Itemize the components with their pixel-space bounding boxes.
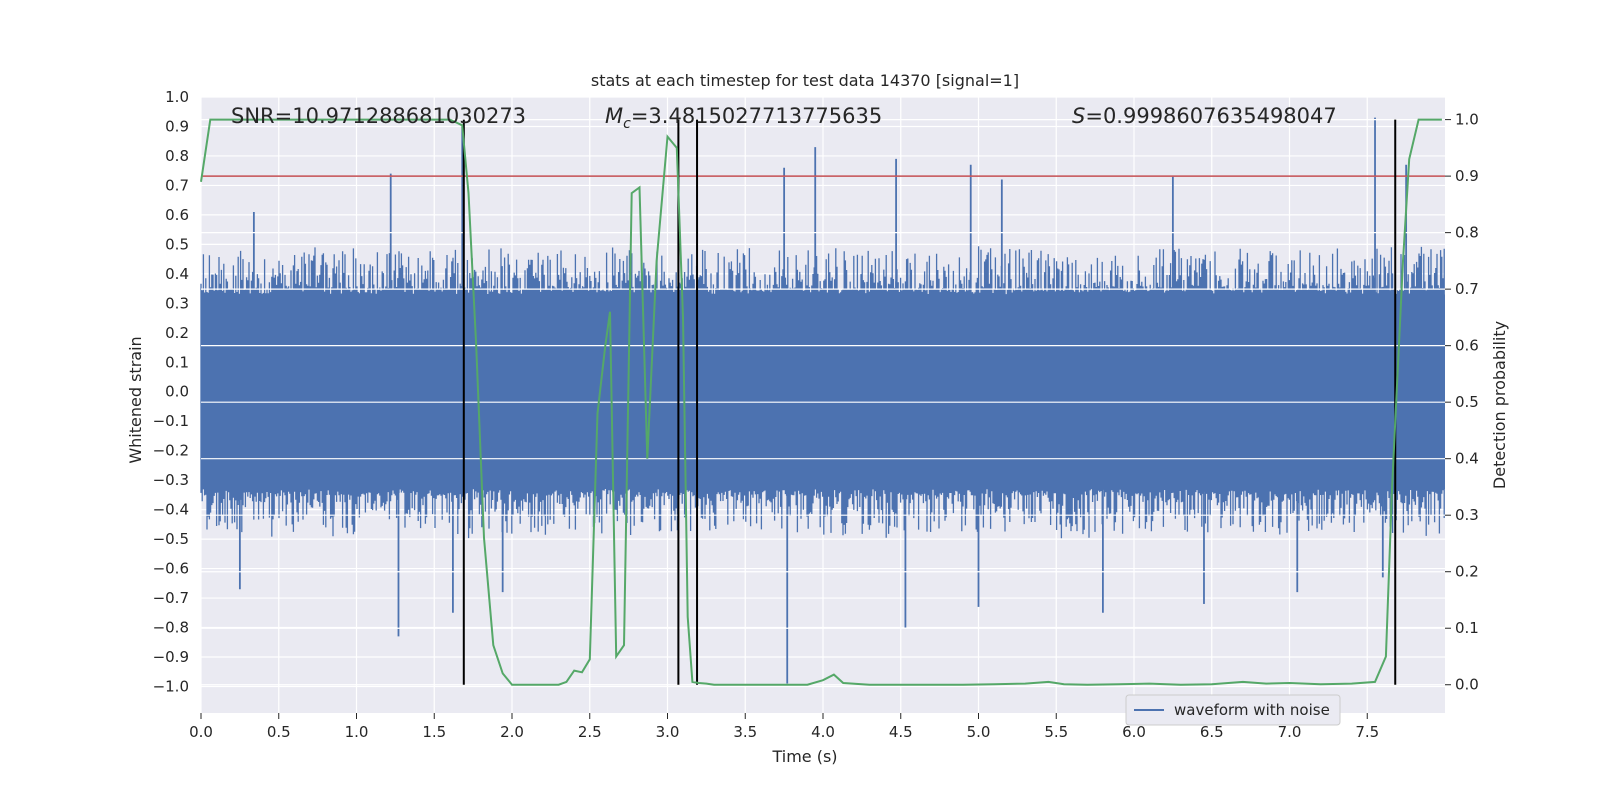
x-tick-label: 2.5 [578, 723, 602, 741]
y-tick-label: 0.7 [165, 176, 189, 194]
chirp-mass-annotation: Mc=3.4815027713775635 [605, 104, 882, 132]
chirp-mass-value: =3.4815027713775635 [631, 104, 882, 128]
x-tick-label: 1.5 [422, 723, 446, 741]
y2-tick-label: 0.6 [1455, 337, 1479, 355]
y2-axis-ticks: 1.0 0.9 0.8 0.7 0.6 0.5 0.4 0.3 0.2 0.1 0.0 [1445, 111, 1479, 694]
y-tick-label: −0.1 [153, 412, 189, 430]
x-tick-label: 0.0 [189, 723, 213, 741]
x-tick-label: 7.0 [1278, 723, 1302, 741]
chirp-mass-subscript: c [623, 116, 631, 132]
y2-tick-label: 0.8 [1455, 224, 1479, 242]
y-tick-label: 0.8 [165, 147, 189, 165]
y-axis-ticks: 1.0 0.9 0.8 0.7 0.6 0.5 0.4 0.3 0.2 0.1 0.0 −0.1 −0.… [153, 88, 189, 695]
y-tick-label: 0.4 [165, 265, 189, 283]
chirp-mass-symbol: M [605, 104, 623, 128]
waveform-spikes [200, 245, 1445, 539]
x-tick-label: 3.5 [733, 723, 757, 741]
y2-tick-label: 0.1 [1455, 619, 1479, 637]
y-tick-label: −0.5 [153, 530, 189, 548]
y-tick-label: −1.0 [153, 677, 189, 695]
y2-tick-label: 0.4 [1455, 450, 1479, 468]
x-tick-label: 2.0 [500, 723, 524, 741]
y-tick-label: −0.4 [153, 501, 189, 519]
significance-value: =0.9998607635498047 [1085, 104, 1336, 128]
y2-tick-label: 0.0 [1455, 676, 1479, 694]
y-tick-label: −0.7 [153, 589, 189, 607]
x-tick-label: 1.0 [345, 723, 369, 741]
y-tick-label: −0.2 [153, 442, 189, 460]
y2-axis-label: Detection probability [1490, 321, 1509, 489]
y-tick-label: 0.6 [165, 206, 189, 224]
x-tick-label: 6.5 [1200, 723, 1224, 741]
x-tick-label: 4.0 [811, 723, 835, 741]
x-tick-label: 7.5 [1355, 723, 1379, 741]
legend-box [1125, 694, 1341, 726]
waveform-series [200, 117, 1445, 684]
y-tick-label: −0.3 [153, 471, 189, 489]
y-tick-label: 0.3 [165, 294, 189, 312]
y2-tick-label: 0.3 [1455, 506, 1479, 524]
significance-symbol: S [1072, 104, 1085, 128]
y2-tick-label: 1.0 [1455, 111, 1479, 129]
y-tick-label: 0.9 [165, 117, 189, 135]
y-tick-label: −0.9 [153, 648, 189, 666]
snr-annotation: SNR=10.971288681030273 [231, 104, 526, 128]
x-tick-label: 5.5 [1044, 723, 1068, 741]
x-tick-label: 4.5 [889, 723, 913, 741]
y2-tick-label: 0.9 [1455, 167, 1479, 185]
y-tick-label: −0.6 [153, 560, 189, 578]
y-tick-label: 0.5 [165, 235, 189, 253]
y-tick-label: −0.8 [153, 619, 189, 637]
x-tick-label: 6.0 [1122, 723, 1146, 741]
y-tick-label: 0.2 [165, 324, 189, 342]
chart-title: stats at each timestep for test data 143… [591, 71, 1019, 90]
y-tick-label: 0.0 [165, 383, 189, 401]
x-axis-label: Time (s) [771, 747, 837, 766]
y2-tick-label: 0.5 [1455, 393, 1479, 411]
legend-label-waveform: waveform with noise [1174, 701, 1330, 719]
x-tick-label: 3.0 [656, 723, 680, 741]
y-tick-label: 1.0 [165, 88, 189, 106]
detection-probability-line [200, 118, 1442, 686]
y-axis-label: Whitened strain [126, 336, 145, 463]
waveform-notable-spikes [238, 117, 1408, 684]
legend: waveform with noise [1125, 694, 1341, 726]
y-tick-label: 0.1 [165, 353, 189, 371]
significance-annotation: S=0.9998607635498047 [1072, 104, 1337, 128]
x-tick-label: 5.0 [967, 723, 991, 741]
y2-tick-label: 0.2 [1455, 563, 1479, 581]
x-tick-label: 0.5 [267, 723, 291, 741]
y2-tick-label: 0.7 [1455, 280, 1479, 298]
